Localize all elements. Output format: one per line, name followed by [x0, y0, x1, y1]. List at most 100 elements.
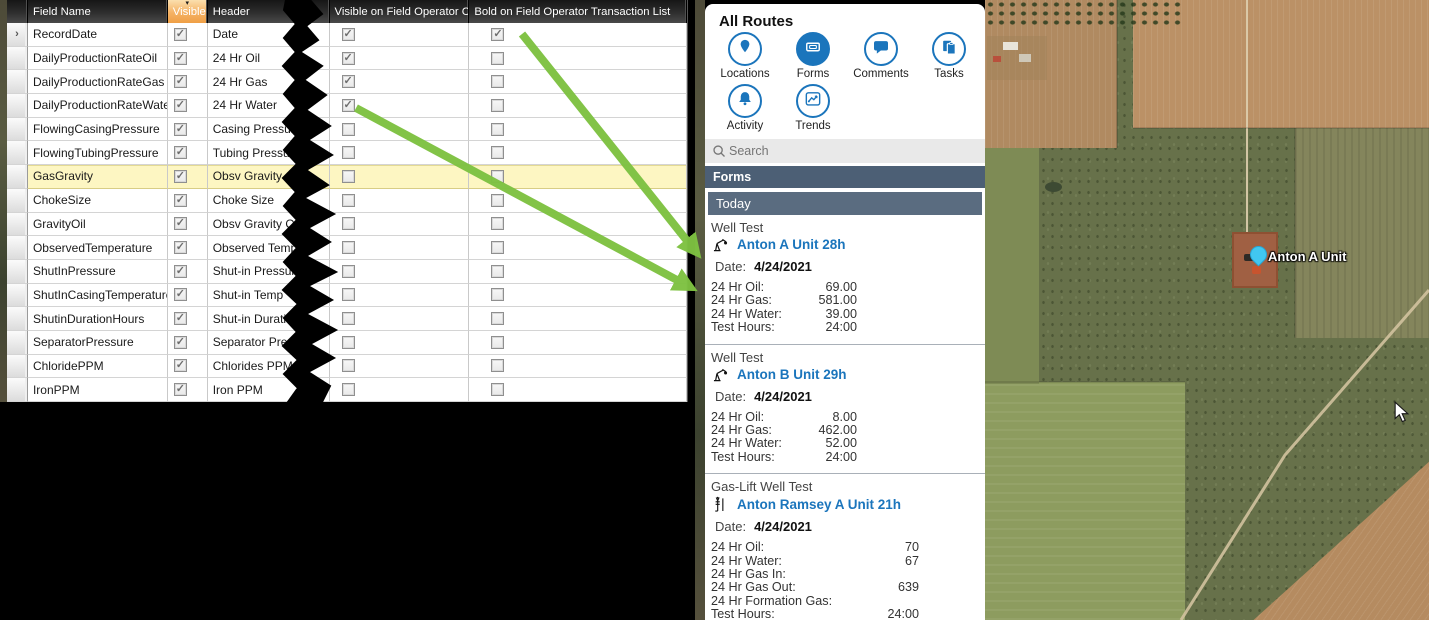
- field-name-cell[interactable]: ChokeSize: [27, 188, 168, 213]
- visible-checkbox[interactable]: [173, 145, 187, 160]
- visible-checkbox[interactable]: [173, 216, 187, 231]
- grid-row-DailyProductionRateGas[interactable]: DailyProductionRateGas 24 Hr Gas: [7, 70, 687, 95]
- header-text-cell[interactable]: Casing Pressure: [207, 117, 299, 142]
- visible-checkbox[interactable]: [173, 382, 187, 397]
- header-text-cell[interactable]: Tubing Pressure: [207, 141, 299, 166]
- visible-checkbox[interactable]: [173, 74, 187, 89]
- header-text-cell[interactable]: Choke Size: [207, 188, 299, 213]
- visible-checkbox[interactable]: [173, 240, 187, 255]
- bold-transaction-checkbox[interactable]: [491, 169, 505, 183]
- grid-row-RecordDate[interactable]: ›RecordDate Date: [7, 23, 687, 47]
- card-visible-checkbox[interactable]: [341, 288, 355, 302]
- row-header-cell[interactable]: [7, 212, 28, 237]
- field-name-cell[interactable]: ObservedTemperature: [27, 236, 168, 260]
- visible-checkbox[interactable]: [173, 264, 187, 278]
- grid-row-ObservedTemperature[interactable]: ObservedTemperature Observed Temp: [7, 236, 687, 260]
- row-header-cell[interactable]: [7, 283, 28, 308]
- header-text-cell[interactable]: Obsv Gravity O: [207, 212, 299, 237]
- row-header-cell[interactable]: [7, 165, 28, 189]
- row-header-cell[interactable]: [7, 354, 28, 379]
- nav-item-locations[interactable]: Locations: [711, 32, 779, 80]
- bold-transaction-checkbox[interactable]: [491, 335, 505, 349]
- card-visible-checkbox[interactable]: [341, 359, 355, 373]
- field-name-cell[interactable]: ShutInPressure: [27, 259, 168, 284]
- card-visible-checkbox[interactable]: [341, 335, 355, 349]
- row-header-cell[interactable]: [7, 46, 28, 71]
- header-text-cell[interactable]: 24 Hr Gas: [207, 70, 299, 95]
- row-header-cell[interactable]: [7, 236, 28, 260]
- visible-checkbox[interactable]: [173, 98, 187, 112]
- visible-checkbox[interactable]: [173, 51, 187, 65]
- grid-row-DailyProductionRateWater[interactable]: DailyProductionRateWater 24 Hr Water: [7, 94, 687, 118]
- satellite-map[interactable]: Anton A Unit: [985, 0, 1429, 620]
- grid-row-GravityOil[interactable]: GravityOil Obsv Gravity O: [7, 212, 687, 237]
- card-visible-checkbox[interactable]: [341, 74, 355, 89]
- row-header-cell[interactable]: [7, 117, 28, 142]
- bold-transaction-checkbox[interactable]: [491, 288, 505, 302]
- grid-row-SeparatorPressure[interactable]: SeparatorPressure Separator Press: [7, 330, 687, 355]
- row-header-cell[interactable]: [7, 378, 28, 402]
- visible-checkbox[interactable]: [173, 169, 187, 183]
- group-header-today[interactable]: Today: [708, 192, 982, 215]
- header-text-cell[interactable]: Iron PPM: [207, 378, 299, 402]
- header-text-cell[interactable]: Observed Temp: [207, 236, 299, 260]
- bold-transaction-checkbox[interactable]: [491, 193, 505, 207]
- field-name-cell[interactable]: ChloridePPM: [27, 354, 168, 379]
- nav-item-comments[interactable]: Comments: [847, 32, 915, 80]
- field-name-cell[interactable]: DailyProductionRateOil: [27, 46, 168, 71]
- well-name-link[interactable]: Anton A Unit 28h: [737, 237, 846, 252]
- grid-row-ShutinDurationHours[interactable]: ShutinDurationHours Shut-in Duratio: [7, 307, 687, 331]
- well-name-link[interactable]: Anton Ramsey A Unit 21h: [737, 496, 902, 512]
- card-visible-checkbox[interactable]: [341, 27, 355, 41]
- card-visible-checkbox[interactable]: [341, 217, 355, 231]
- visible-checkbox[interactable]: [173, 122, 187, 136]
- bold-transaction-checkbox[interactable]: [491, 98, 505, 112]
- bold-transaction-checkbox[interactable]: [491, 217, 505, 231]
- grid-row-ShutInCasingTemperature[interactable]: ShutInCasingTemperature Shut-in Temp: [7, 283, 687, 308]
- grid-row-IronPPM[interactable]: IronPPM Iron PPM: [7, 378, 687, 402]
- header-text-cell[interactable]: Date: [207, 23, 299, 47]
- column-header-to[interactable]: To: [299, 0, 330, 23]
- column-header-visible[interactable]: Visible ▾: [167, 0, 208, 23]
- column-header-field[interactable]: Field Name: [28, 0, 168, 23]
- header-text-cell[interactable]: Shut-in Duratio: [207, 307, 299, 331]
- bold-transaction-checkbox[interactable]: [491, 241, 505, 255]
- visible-checkbox[interactable]: [173, 311, 187, 326]
- bold-transaction-checkbox[interactable]: [491, 359, 505, 373]
- bold-transaction-checkbox[interactable]: [491, 383, 505, 397]
- card-visible-checkbox[interactable]: [341, 312, 355, 326]
- bold-transaction-checkbox[interactable]: [491, 312, 505, 326]
- row-header-cell[interactable]: [7, 141, 28, 166]
- nav-item-tasks[interactable]: Tasks: [915, 32, 983, 80]
- header-text-cell[interactable]: Shut-in Pressure: [207, 259, 299, 284]
- column-header-header[interactable]: Header: [208, 0, 299, 23]
- field-name-cell[interactable]: FlowingCasingPressure: [27, 117, 168, 142]
- grid-row-FlowingTubingPressure[interactable]: FlowingTubingPressure Tubing Pressure: [7, 141, 687, 166]
- row-header-cell[interactable]: [7, 307, 28, 331]
- row-header-cell[interactable]: [7, 70, 28, 95]
- field-name-cell[interactable]: GasGravity: [27, 165, 168, 189]
- grid-row-GasGravity[interactable]: GasGravity Obsv Gravity Ga: [7, 165, 687, 189]
- nav-item-activity[interactable]: Activity: [711, 84, 779, 132]
- header-text-cell[interactable]: 24 Hr Oil: [207, 46, 299, 71]
- field-name-cell[interactable]: DailyProductionRateWater: [27, 94, 168, 118]
- card-visible-checkbox[interactable]: [341, 193, 355, 207]
- field-name-cell[interactable]: FlowingTubingPressure: [27, 141, 168, 166]
- search-input[interactable]: [705, 139, 985, 163]
- field-name-cell[interactable]: DailyProductionRateGas: [27, 70, 168, 95]
- bold-transaction-checkbox[interactable]: [491, 146, 505, 160]
- bold-transaction-checkbox[interactable]: [491, 27, 505, 41]
- header-text-cell[interactable]: Obsv Gravity Ga: [207, 165, 299, 189]
- header-text-cell[interactable]: Shut-in Temp: [207, 283, 299, 308]
- row-header-cell[interactable]: [7, 330, 28, 355]
- grid-row-ShutInPressure[interactable]: ShutInPressure Shut-in Pressure: [7, 259, 687, 284]
- row-header-cell[interactable]: [7, 259, 28, 284]
- well-name-link[interactable]: Anton B Unit 29h: [737, 366, 847, 382]
- grid-row-DailyProductionRateOil[interactable]: DailyProductionRateOil 24 Hr Oil: [7, 46, 687, 71]
- visible-checkbox[interactable]: [173, 27, 187, 41]
- field-name-cell[interactable]: SeparatorPressure: [27, 330, 168, 355]
- nav-item-forms[interactable]: Forms: [779, 32, 847, 80]
- card-visible-checkbox[interactable]: [341, 122, 355, 136]
- field-name-cell[interactable]: ShutinDurationHours: [27, 307, 168, 331]
- field-name-cell[interactable]: GravityOil: [27, 212, 168, 237]
